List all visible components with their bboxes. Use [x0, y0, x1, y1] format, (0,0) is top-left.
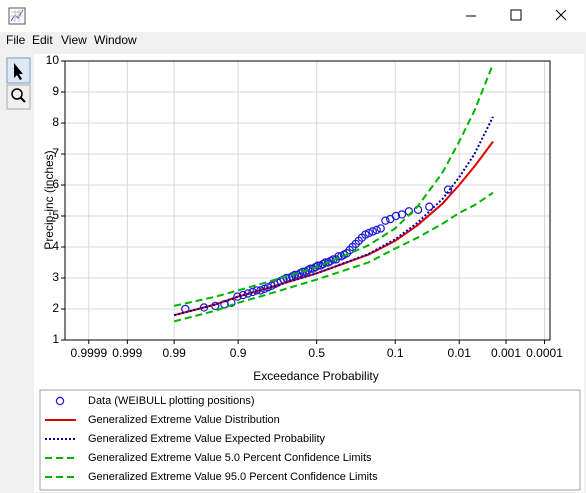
menu-item[interactable]: Edit — [32, 33, 53, 47]
x-tick-label: 0.999 — [112, 346, 142, 360]
legend-marker — [55, 396, 65, 406]
series-line — [173, 116, 494, 317]
x-tick-label: 0.1 — [387, 346, 404, 360]
x-axis-title: Exceedance Probability — [253, 369, 378, 383]
zoom-tool[interactable] — [6, 84, 31, 110]
y-tick-label: 3 — [52, 270, 59, 284]
y-tick-label: 8 — [52, 115, 59, 129]
data-point — [376, 224, 385, 233]
y-tick-label: 9 — [52, 84, 59, 98]
y-tick-label: 1 — [52, 332, 59, 346]
y-tick-label: 2 — [52, 301, 59, 315]
series-line — [173, 191, 494, 323]
y-axis-title: Precip-inc (inches) — [42, 150, 56, 249]
data-point — [372, 225, 381, 235]
data-point — [425, 202, 434, 211]
series-line — [173, 141, 494, 317]
y-tick-label: 4 — [52, 239, 59, 253]
legend-label: Generalized Extreme Value Expected Proba… — [88, 433, 326, 445]
menu-item[interactable]: Window — [94, 33, 137, 47]
pointer-tool[interactable] — [6, 57, 31, 84]
app-icon — [8, 7, 26, 25]
y-tick-label: 7 — [52, 146, 59, 160]
data-point — [313, 261, 323, 270]
data-point — [397, 210, 407, 219]
y-tick-label: 6 — [52, 177, 59, 191]
maximize-button[interactable] — [510, 9, 522, 21]
x-tick-label: 0.001 — [491, 346, 521, 360]
x-tick-label: 0.9999 — [70, 346, 107, 360]
legend-label: Generalized Extreme Value Distribution — [88, 414, 280, 426]
title-bar — [0, 0, 586, 32]
legend-label: Generalized Extreme Value 95.0 Percent C… — [88, 471, 378, 483]
menu-item[interactable]: View — [61, 33, 87, 47]
legend-label: Generalized Extreme Value 5.0 Percent Co… — [88, 452, 372, 464]
data-point — [334, 252, 343, 261]
menu-item[interactable]: File — [6, 33, 26, 47]
data-point — [364, 228, 374, 238]
y-tick-label: 5 — [52, 208, 59, 222]
y-tick-label: 10 — [46, 53, 60, 67]
x-tick-label: 0.01 — [448, 346, 472, 360]
x-tick-label: 0.5 — [308, 346, 325, 360]
close-button[interactable] — [555, 9, 567, 21]
plot-frame — [64, 60, 551, 341]
legend-label: Data (WEIBULL plotting positions) — [88, 395, 255, 407]
data-point — [298, 267, 307, 276]
x-tick-label: 0.99 — [162, 346, 186, 360]
data-point — [381, 216, 390, 225]
legend-box — [39, 389, 581, 491]
data-point — [368, 227, 377, 236]
data-point — [391, 211, 401, 221]
x-tick-label: 0.0001 — [526, 346, 563, 360]
x-tick-label: 0.9 — [230, 346, 247, 360]
